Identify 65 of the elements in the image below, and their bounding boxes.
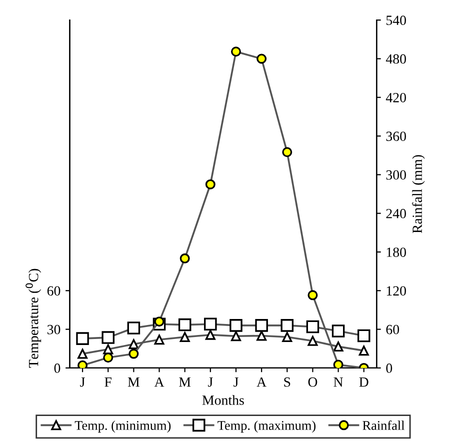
y2-tick-label: 360	[386, 132, 406, 141]
point	[357, 329, 370, 342]
point	[332, 324, 345, 338]
point	[256, 54, 267, 64]
y-axis-title: Temperature ($^{0}$C)	[26, 268, 42, 368]
point	[180, 253, 190, 264]
point	[128, 339, 139, 350]
point	[205, 330, 216, 340]
legend-label: Rainfall	[362, 420, 405, 430]
y-tick-label: 60	[47, 286, 60, 296]
point	[154, 334, 164, 345]
point	[306, 320, 320, 334]
y2-tick-label: 300	[386, 170, 406, 180]
legend-label: Temp. (maximum)	[218, 420, 316, 433]
point	[230, 46, 241, 57]
point	[204, 318, 217, 331]
legend-label: Temp. (minimum)	[74, 420, 171, 433]
y2-tick-label: 240	[386, 208, 406, 218]
x-tick-label: F	[104, 378, 112, 387]
y2-tick-label: 180	[386, 248, 406, 257]
point	[102, 331, 115, 344]
point	[180, 332, 190, 342]
x-tick-label: O	[308, 377, 318, 387]
point	[128, 348, 139, 359]
point	[230, 319, 242, 332]
point	[282, 147, 292, 158]
point	[127, 322, 140, 334]
point	[205, 179, 216, 190]
x-tick-label: J	[234, 378, 238, 387]
y2-tick-label: 120	[386, 286, 406, 296]
point	[255, 319, 268, 332]
point	[358, 346, 369, 356]
x-tick-label: J	[208, 378, 213, 387]
x-axis-title: Months	[202, 395, 244, 405]
y2-tick-label: 540	[386, 16, 406, 26]
y2-axis-title: Rainfall (mm)	[412, 155, 425, 234]
point	[230, 331, 241, 342]
y2-tick-label: 60	[386, 324, 400, 334]
y2-tick-label: 480	[386, 54, 406, 64]
point	[103, 344, 114, 354]
x-tick-label: A	[154, 377, 164, 387]
point	[78, 348, 88, 359]
y-tick-label: 30	[47, 324, 60, 334]
x-tick-label: M	[179, 378, 191, 387]
x-tick-label: M	[128, 378, 140, 387]
point	[333, 342, 344, 352]
y-tick-label: 0	[54, 364, 60, 373]
x-tick-label: N	[334, 378, 343, 387]
point	[256, 330, 267, 341]
point	[78, 360, 88, 368]
point	[154, 316, 164, 327]
point	[308, 290, 318, 300]
y2-tick-label: 0	[386, 364, 392, 373]
x-tick-label: D	[359, 378, 368, 387]
point	[282, 332, 292, 342]
point	[76, 332, 89, 345]
x-tick-label: J	[80, 378, 85, 387]
point	[103, 352, 114, 363]
point	[178, 318, 192, 332]
point	[308, 336, 318, 346]
y2-tick-label: 420	[386, 92, 406, 102]
point	[333, 360, 344, 368]
x-tick-label: S	[284, 377, 290, 387]
x-tick-label: A	[256, 377, 266, 387]
point	[280, 319, 294, 332]
